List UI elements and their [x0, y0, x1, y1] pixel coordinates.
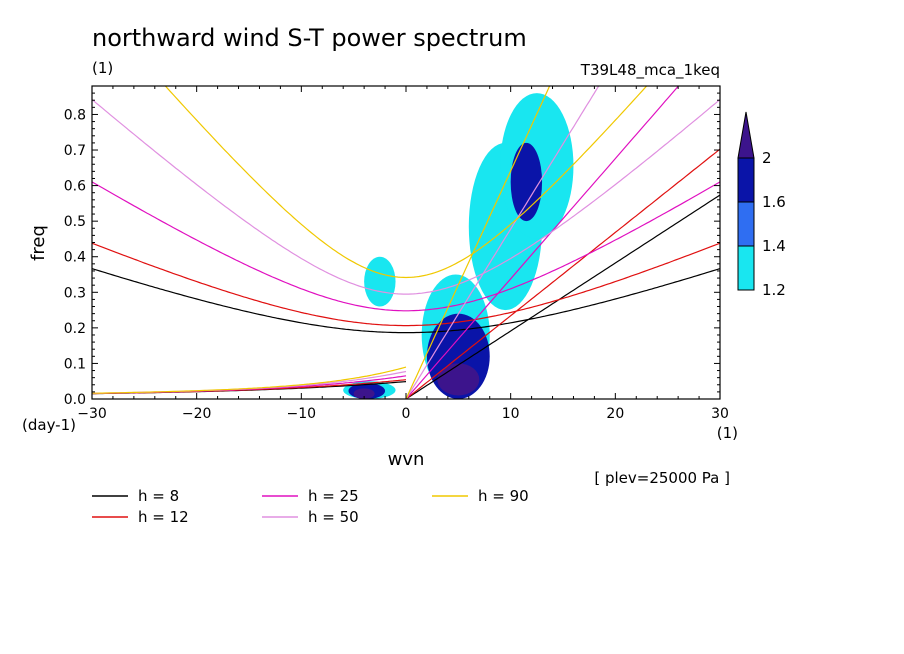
x-tick-label: 30 [711, 406, 729, 422]
x-tick-label: −20 [182, 406, 212, 422]
x-tick-label: 20 [606, 406, 624, 422]
legend-label: h = 90 [478, 487, 529, 505]
y-tick-label: 0.6 [64, 179, 86, 195]
run-label: T39L48_mca_1keq [580, 61, 720, 80]
curve-h-50 [92, 86, 720, 399]
chart-title: northward wind S-T power spectrum [92, 24, 527, 52]
y-axis-label: freq [28, 225, 49, 261]
contour-region-8 [437, 363, 480, 396]
colorbar-swatch [737, 157, 755, 203]
contour-region-7 [510, 142, 543, 222]
level-note: [ plev=25000 Pa ] [594, 469, 730, 487]
y-tick-label: 0.5 [64, 214, 86, 230]
x-tick-label: 0 [402, 406, 411, 422]
x-axis-ticks: −30 −20 −10 0 10 20 30 [77, 86, 729, 422]
x-axis-label: wvn [388, 449, 425, 470]
y-unit-label: (day-1) [22, 416, 76, 434]
y-tick-label: 0.2 [64, 321, 86, 337]
contour-region-4 [364, 256, 396, 307]
dispersion-curves [92, 86, 720, 399]
x-unit-label: (1) [717, 424, 738, 442]
curve-h-25 [92, 86, 720, 399]
legend-label: h = 50 [308, 508, 359, 526]
curve-h-8 [92, 194, 720, 399]
colorbar-label: 1.2 [762, 281, 786, 299]
contour-region-9 [353, 388, 375, 399]
y-tick-label: 0.8 [64, 107, 86, 123]
y-tick-label: 0.0 [64, 392, 86, 408]
y-tick-label: 0.3 [64, 285, 86, 301]
colorbar-label: 1.6 [762, 193, 786, 211]
plot-frame [91, 85, 721, 400]
legend-label: h = 25 [308, 487, 359, 505]
colorbar-swatch [737, 245, 755, 291]
colorbar-swatch [737, 201, 755, 247]
colorbar-label: 1.4 [762, 237, 786, 255]
legend-label: h = 12 [138, 508, 189, 526]
x-tick-label: −10 [287, 406, 317, 422]
y-tick-label: 0.4 [64, 250, 86, 266]
chart-subtitle: (1) [92, 59, 113, 77]
x-tick-label: −30 [77, 406, 107, 422]
y-axis-ticks: 0.0 0.1 0.2 0.3 0.4 0.5 0.6 0.7 0.8 [64, 85, 720, 408]
curve-h-90 [92, 86, 648, 399]
colorbar: 2 1.6 1.4 1.2 [737, 111, 786, 299]
curve-h-12 [92, 148, 720, 399]
legend: h = 8 h = 12 h = 25 h = 50 h = 90 [92, 487, 529, 526]
colorbar-label: 2 [762, 149, 772, 167]
y-tick-label: 0.7 [64, 143, 86, 159]
y-tick-label: 0.1 [64, 356, 86, 372]
x-tick-label: 10 [502, 406, 520, 422]
legend-label: h = 8 [138, 487, 179, 505]
colorbar-arrow [737, 111, 755, 159]
